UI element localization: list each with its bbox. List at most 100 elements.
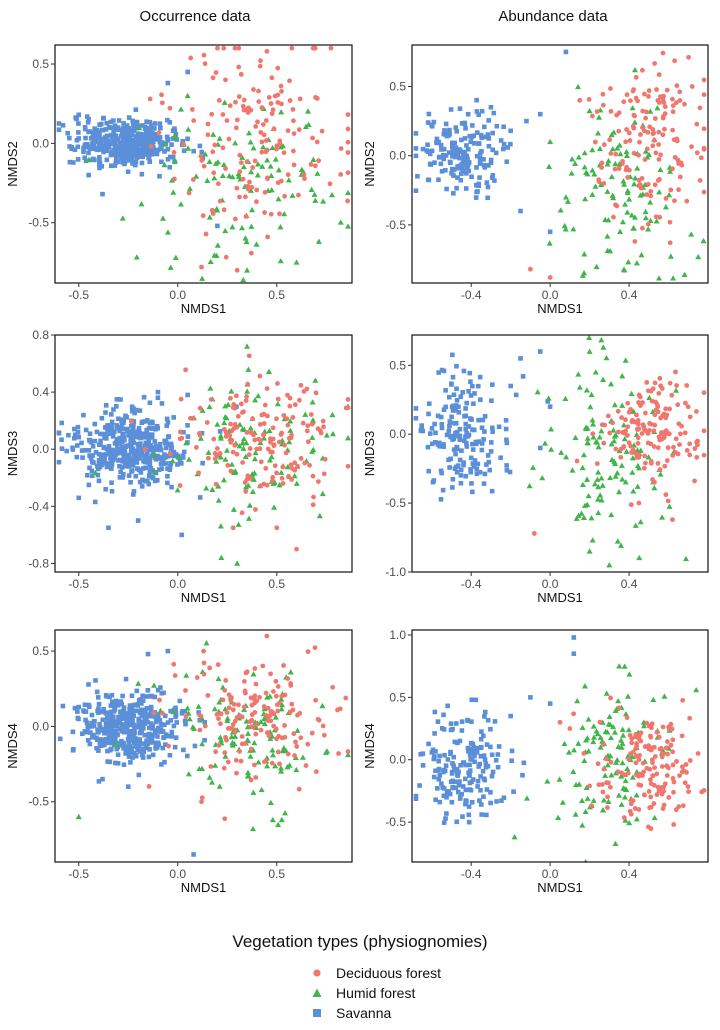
deciduous-forest-point [656,129,662,135]
humid-forest-point [242,453,249,459]
savanna-point [148,708,154,714]
savanna-point [149,432,155,437]
humid-forest-point [647,199,654,205]
savanna-point [429,750,435,755]
humid-forest-point [591,481,598,487]
deciduous-forest-point [567,726,573,731]
savanna-point [111,407,116,412]
deciduous-forest-point [345,405,351,411]
humid-forest-point [266,427,273,434]
deciduous-forest-point [270,107,276,113]
savanna-point [185,434,191,439]
deciduous-forest-point [205,121,211,127]
humid-forest-point [575,740,582,746]
savanna-point [169,443,174,449]
deciduous-forest-point [289,701,295,707]
deciduous-forest-point [625,770,631,776]
deciduous-forest-point [281,663,286,668]
humid-forest-point [251,739,258,746]
humid-forest-point [657,471,664,477]
deciduous-forest-point [652,182,658,188]
y-tick-label: 0.5 [32,57,49,71]
deciduous-forest-point [211,170,217,176]
deciduous-forest-point [308,412,314,417]
savanna-point [120,126,126,131]
savanna-point [75,709,80,714]
savanna-point [471,464,477,469]
humid-forest-point [634,483,641,489]
humid-forest-point [575,154,582,160]
savanna-point [148,737,154,742]
savanna-point [482,714,487,719]
savanna-point [470,447,476,452]
deciduous-forest-point [652,412,658,418]
savanna-point [146,425,152,431]
savanna-point [123,444,129,450]
humid-forest-point [631,214,638,220]
savanna-point [146,155,151,161]
deciduous-forest-point [275,684,281,689]
deciduous-forest-point [679,733,685,739]
savanna-point [87,741,93,747]
savanna-point [83,427,89,433]
savanna-point [109,430,114,435]
savanna-point [156,725,161,731]
savanna-point [85,120,91,125]
humid-forest-point [264,694,271,700]
humid-forest-point [597,492,604,498]
savanna-point [157,173,162,179]
deciduous-forest-point [648,734,654,740]
humid-forest-point [588,515,595,521]
y-tick-label: 0.8 [32,328,49,342]
savanna-point [455,175,460,180]
deciduous-forest-point [577,97,583,103]
humid-forest-point [586,335,593,341]
savanna-point [101,454,106,460]
savanna-point [450,785,456,791]
savanna-point [488,800,493,806]
deciduous-forest-point [321,471,327,477]
humid-forest-point [216,783,223,789]
humid-forest-point [638,251,645,258]
deciduous-forest-point [216,97,222,103]
savanna-point [461,151,466,157]
humid-forest-point [651,814,658,821]
savanna-point [436,139,441,145]
deciduous-forest-point [611,214,616,220]
deciduous-forest-point [656,434,662,440]
savanna-point [94,463,100,469]
savanna-point [145,432,150,437]
savanna-point [200,460,205,466]
savanna-point [75,144,81,150]
savanna-point [109,427,115,433]
deciduous-forest-point [264,633,270,639]
deciduous-forest-point [670,103,676,109]
humid-forest-point [319,702,326,709]
humid-forest-point [602,728,609,735]
humid-forest-point [267,799,274,806]
savanna-point [92,718,97,724]
humid-forest-point [562,226,569,232]
humid-forest-point [605,157,612,164]
humid-forest-point [604,188,611,194]
deciduous-forest-point [659,754,665,760]
humid-forest-point [250,671,257,677]
savanna-point [137,138,142,143]
deciduous-forest-point [628,502,634,508]
savanna-point [135,737,141,742]
humid-forest-point [586,548,593,554]
deciduous-forest-point [336,751,341,756]
humid-forest-point [222,403,229,409]
humid-forest-point [619,402,626,408]
humid-forest-point [222,753,229,759]
deciduous-forest-point [667,406,672,412]
savanna-point [151,449,156,455]
deciduous-forest-point [312,163,318,169]
savanna-point [148,447,154,453]
humid-forest-point [544,778,551,784]
deciduous-forest-point [171,149,177,155]
savanna-point [450,140,455,146]
savanna-point [130,492,136,497]
savanna-point [100,737,105,742]
deciduous-forest-point [266,733,272,738]
